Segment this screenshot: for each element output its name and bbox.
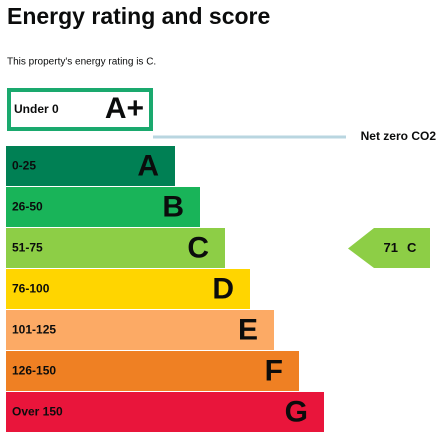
band-letter: F	[265, 354, 283, 387]
band-range: Over 150	[12, 405, 63, 419]
band-range: 76-100	[12, 282, 50, 296]
net-zero-label: Net zero CO2	[361, 129, 437, 143]
band-range: 101-125	[12, 323, 56, 337]
band-letter: E	[238, 313, 258, 346]
band-letter: C	[187, 231, 209, 264]
band-letter: A+	[105, 92, 144, 125]
band-bar	[6, 228, 225, 268]
top-band	[7, 88, 153, 131]
band-letter: G	[285, 395, 308, 428]
band-range: Under 0	[14, 102, 59, 116]
current-rating: C	[407, 240, 417, 255]
band-letter: A	[137, 149, 159, 182]
current-rating-arrow	[348, 228, 430, 268]
band-bar	[6, 146, 175, 186]
band-range: 126-150	[12, 364, 56, 378]
subtitle: This property's energy rating is C.	[7, 57, 156, 68]
title: Energy rating and score	[7, 3, 270, 29]
band-range: 51-75	[12, 241, 43, 255]
band-letter: B	[162, 190, 184, 223]
band-bar	[6, 351, 299, 391]
band-bar	[6, 310, 274, 350]
band-bar	[6, 392, 324, 432]
current-score: 71	[384, 240, 398, 255]
band-range: 26-50	[12, 200, 43, 214]
band-range: 0-25	[12, 159, 36, 173]
band-bar	[6, 187, 200, 227]
band-letter: D	[212, 272, 234, 305]
band-bar	[6, 269, 250, 309]
